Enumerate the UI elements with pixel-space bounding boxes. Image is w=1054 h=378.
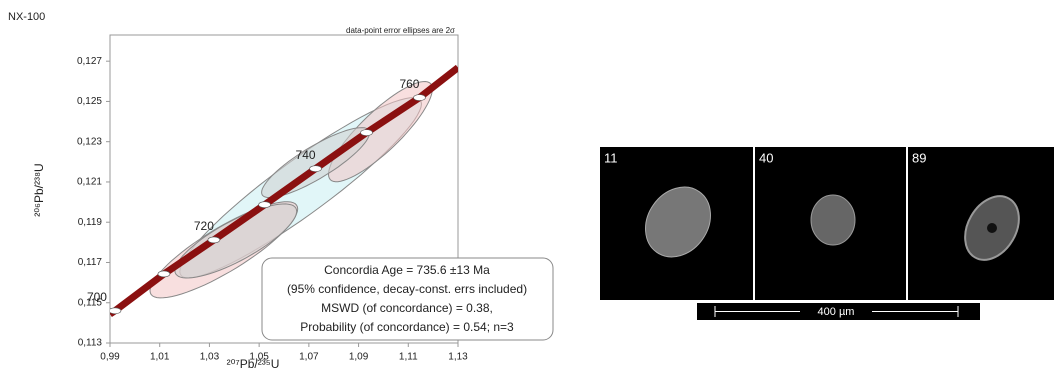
grain-core <box>987 223 997 233</box>
age-label: 760 <box>399 77 419 91</box>
cl-label: 40 <box>759 150 773 165</box>
x-tick-label: 1,07 <box>299 352 319 363</box>
cl-label: 11 <box>604 150 618 165</box>
x-tick-label: 0,99 <box>100 352 120 363</box>
age-marker <box>361 130 373 136</box>
age-label: 720 <box>194 219 214 233</box>
annotation-line: Concordia Age = 735.6 ±13 Ma <box>324 263 490 277</box>
figure: NX-100 data-point error ellipses are 2σ … <box>0 0 1054 373</box>
y-axis-label: ²⁰⁶Pb/²³⁸U <box>32 163 46 216</box>
age-marker <box>310 166 322 172</box>
age-marker <box>158 271 170 277</box>
y-tick-label: 0,119 <box>78 217 103 228</box>
scale-bar-label: 400 µm <box>818 306 855 318</box>
annotation-line: MSWD (of concordance) = 0.38, <box>321 301 493 315</box>
age-marker <box>259 202 271 208</box>
age-marker <box>208 237 220 243</box>
x-tick-label: 1,13 <box>448 352 468 363</box>
annotation-line: (95% confidence, decay-const. errs inclu… <box>287 282 527 296</box>
cl-label: 89 <box>912 150 926 165</box>
x-tick-label: 1,03 <box>200 352 220 363</box>
y-tick-label: 0,113 <box>78 338 103 349</box>
x-tick-label: 1,11 <box>399 352 418 363</box>
note: data-point error ellipses are 2σ <box>346 26 455 35</box>
x-tick-label: 1,01 <box>150 352 170 363</box>
grain <box>811 195 855 245</box>
age-label: 700 <box>87 290 107 304</box>
chart-title: NX-100 <box>8 11 45 23</box>
x-tick-label: 1,09 <box>349 352 369 363</box>
age-marker <box>109 308 121 314</box>
y-tick-label: 0,121 <box>77 177 102 188</box>
y-tick-label: 0,125 <box>77 96 102 107</box>
age-label: 740 <box>296 148 316 162</box>
age-marker <box>413 95 425 101</box>
y-tick-label: 0,123 <box>77 136 102 147</box>
x-tick-label: 1,05 <box>249 352 269 363</box>
cl-images: 400 µm <box>600 147 1054 320</box>
y-tick-label: 0,127 <box>77 56 102 67</box>
annotation-line: Probability (of concordance) = 0.54; n=3 <box>300 320 514 334</box>
y-tick-label: 0,117 <box>78 257 103 268</box>
